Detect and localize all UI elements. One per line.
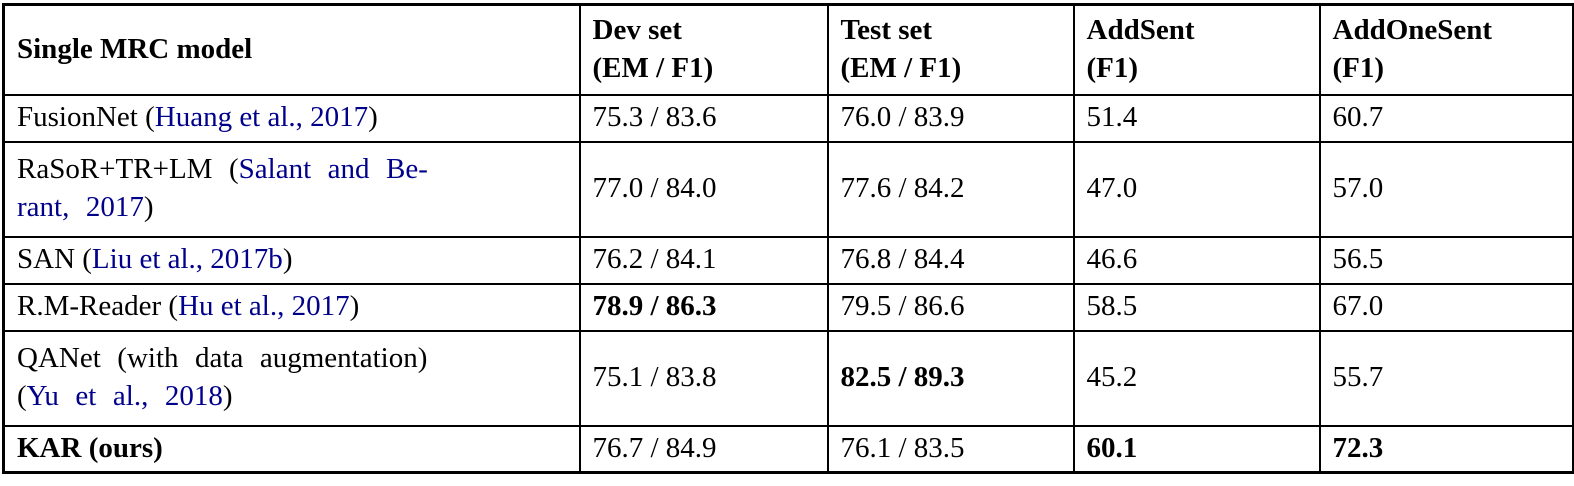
dev-set-cell: 77.0 / 84.0 (578, 140, 829, 238)
test-set-cell: 76.1 / 83.5 (826, 424, 1075, 474)
header-test-line1: Test set (840, 14, 933, 47)
model-name-text: ) (349, 290, 360, 323)
model-name-text: ) (368, 101, 378, 134)
table-row: RaSoR+TR+LM (Salant and Be-rant, 2017) 77… (2, 140, 1574, 238)
test-set-cell: 79.5 / 86.6 (826, 282, 1075, 332)
test-set-cell: 77.6 / 84.2 (826, 140, 1075, 238)
model-cell: FusionNet (Huang et al., 2017) (2, 93, 581, 143)
header-model-label: Single MRC model (17, 32, 253, 65)
model-cell: KAR (ours) (2, 424, 581, 474)
table-row: KAR (ours) 76.7 / 84.9 76.1 / 83.5 60.1 72.3 (2, 424, 1574, 474)
addsent-cell: 47.0 (1072, 140, 1321, 238)
dev-set-cell: 76.2 / 84.1 (578, 235, 829, 285)
test-set-cell: 76.8 / 84.4 (826, 235, 1075, 285)
addonesent-cell: 55.7 (1318, 329, 1574, 427)
table-row: QANet (with data augmentation) (Yu et al.… (2, 329, 1574, 427)
header-addonesent-column: AddOneSent (F1) (1318, 3, 1574, 96)
model-cell: R.M-Reader (Hu et al., 2017) (2, 282, 581, 332)
table-row: FusionNet (Huang et al., 2017) 75.3 / 83.… (2, 93, 1574, 143)
header-row: Single MRC model Dev set (EM / F1) Test … (2, 3, 1574, 96)
header-model-column: Single MRC model (2, 3, 581, 96)
addonesent-cell: 67.0 (1318, 282, 1574, 332)
citation-link[interactable]: Yu et al., 2018 (26, 380, 223, 412)
table-row: R.M-Reader (Hu et al., 2017) 78.9 / 86.3 7… (2, 282, 1574, 332)
citation-link[interactable]: Hu et al., 2017 (178, 290, 350, 323)
model-name-text: KAR (ours) (17, 431, 163, 464)
citation-link[interactable]: Huang et al., 2017 (154, 101, 369, 134)
header-addonesent-line1: AddOneSent (1332, 14, 1493, 47)
model-name-text: R.M-Reader ( (17, 290, 179, 323)
model-cell: RaSoR+TR+LM (Salant and Be-rant, 2017) (2, 140, 581, 238)
addonesent-cell: 60.7 (1318, 93, 1574, 143)
header-dev-set-column: Dev set (EM / F1) (578, 3, 829, 96)
header-addsent-line2: (F1) (1086, 51, 1139, 84)
addonesent-cell: 72.3 (1318, 424, 1574, 474)
test-set-cell: 82.5 / 89.3 (826, 329, 1075, 427)
dev-set-cell: 75.3 / 83.6 (578, 93, 829, 143)
model-name-text: FusionNet ( (17, 101, 155, 134)
header-addonesent-line2: (F1) (1332, 51, 1385, 84)
addonesent-cell: 56.5 (1318, 235, 1574, 285)
model-cell: SAN (Liu et al., 2017b) (2, 235, 581, 285)
citation-link[interactable]: rant, 2017 (17, 191, 144, 223)
table-row: SAN (Liu et al., 2017b) 76.2 / 84.1 76.8 /… (2, 235, 1574, 285)
model-cell: QANet (with data augmentation) (Yu et al.… (2, 329, 581, 427)
model-name-text: ) (222, 380, 233, 412)
header-test-line2: (EM / F1) (840, 51, 962, 84)
header-test-set-column: Test set (EM / F1) (826, 3, 1075, 96)
header-addsent-line1: AddSent (1086, 14, 1195, 47)
dev-set-cell: 75.1 / 83.8 (578, 329, 829, 427)
model-name-text: ( (17, 380, 27, 412)
citation-link[interactable]: Salant and Be- (238, 153, 428, 186)
dev-set-cell: 78.9 / 86.3 (578, 282, 829, 332)
results-table: Single MRC model Dev set (EM / F1) Test … (2, 3, 1574, 474)
table-header: Single MRC model Dev set (EM / F1) Test … (2, 3, 1574, 96)
model-name-text: ) (143, 191, 154, 223)
addsent-cell: 45.2 (1072, 329, 1321, 427)
addsent-cell: 60.1 (1072, 424, 1321, 474)
model-name-text: QANet (with data augmentation) (17, 342, 428, 375)
addonesent-cell: 57.0 (1318, 140, 1574, 238)
addsent-cell: 58.5 (1072, 282, 1321, 332)
table-body: FusionNet (Huang et al., 2017) 75.3 / 83.… (2, 93, 1574, 474)
model-name-text: RaSoR+TR+LM ( (17, 153, 239, 186)
header-dev-line2: (EM / F1) (592, 51, 714, 84)
model-name-text: ) (282, 243, 293, 276)
header-dev-line1: Dev set (592, 14, 682, 47)
test-set-cell: 76.0 / 83.9 (826, 93, 1075, 143)
addsent-cell: 46.6 (1072, 235, 1321, 285)
citation-link[interactable]: Liu et al., 2017b (91, 243, 283, 276)
addsent-cell: 51.4 (1072, 93, 1321, 143)
header-addsent-column: AddSent (F1) (1072, 3, 1321, 96)
model-name-text: SAN ( (17, 243, 92, 276)
dev-set-cell: 76.7 / 84.9 (578, 424, 829, 474)
